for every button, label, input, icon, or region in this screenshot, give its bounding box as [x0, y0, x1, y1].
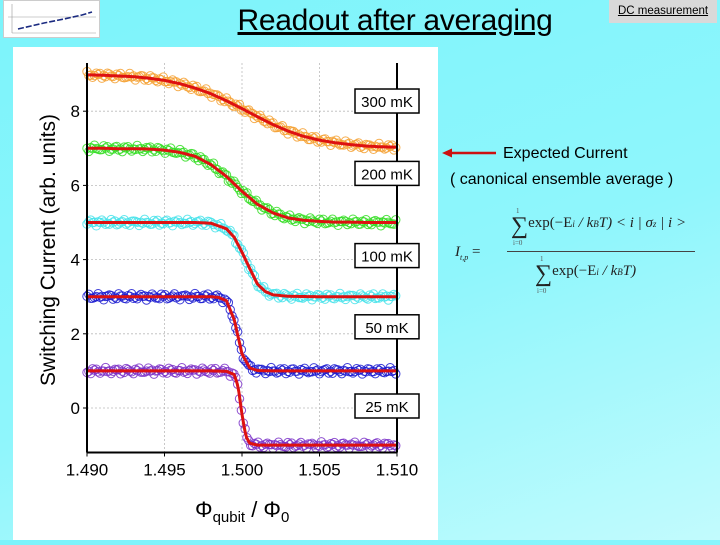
slide-title: Readout after averaging	[237, 4, 553, 37]
data-point	[177, 219, 187, 230]
data-point	[247, 268, 258, 279]
series-label-text: 50 mK	[365, 320, 408, 337]
data-point	[372, 364, 382, 374]
series-label-text: 200 mK	[361, 166, 413, 183]
data-point	[192, 152, 202, 163]
data-point	[329, 364, 340, 374]
series-label-text: 25 mK	[365, 399, 408, 416]
fit-curve-300mk	[86, 73, 398, 149]
data-point	[186, 364, 196, 374]
data-point	[119, 142, 129, 152]
series-label: 50 mK	[354, 314, 420, 340]
canonical-ensemble-label: ( canonical ensemble average )	[450, 171, 674, 188]
fit-curve-25mk	[87, 369, 397, 447]
data-point	[128, 293, 139, 304]
fraction-bar	[507, 251, 695, 252]
series-label: 300 mK	[354, 88, 420, 114]
data-point	[99, 141, 109, 151]
series-label-text: 300 mK	[361, 94, 413, 111]
series-label: 200 mK	[354, 160, 420, 187]
series-label-box	[354, 160, 420, 187]
x-tick-label: 1.500	[221, 461, 264, 480]
x-tick-label: 1.505	[298, 461, 341, 480]
data-point	[205, 159, 215, 169]
thumbnail-chart	[3, 0, 100, 38]
data-point	[255, 282, 265, 292]
data-point	[389, 219, 399, 229]
arrow-left-icon	[442, 148, 496, 158]
data-point	[225, 305, 235, 315]
dc-measurement-button[interactable]: DC measurement	[609, 0, 717, 23]
x-tick-label: 1.510	[376, 461, 419, 480]
y-tick-label: 2	[71, 325, 80, 344]
series-label-box	[354, 242, 420, 269]
series-label-text: 100 mK	[361, 249, 413, 266]
expected-current-label: Expected Current	[503, 145, 628, 162]
formula-denominator: 1 ∑exp(−Ei / kBT) i=0	[535, 255, 637, 295]
data-point	[205, 294, 215, 304]
formula-numerator: 1 ∑exp(−Ei / kBT) < i | σz | i > i=0	[511, 207, 687, 247]
ensemble-formula: It,p = 1 ∑exp(−Ei / kBT) < i | σz | i > …	[455, 205, 700, 300]
data-point	[303, 367, 314, 378]
data-point	[363, 219, 373, 230]
thumbnail-plot	[8, 4, 96, 34]
chart-panel: 1.490 1.495 1.500 1.505 1.510 0 2 4 6 8 300 mK 200 …	[13, 47, 438, 540]
data-point	[221, 296, 232, 306]
fit-curve-50mk	[87, 295, 397, 373]
y-axis-label: Switching Current (arb. units)	[37, 114, 60, 386]
series-label-box	[354, 314, 420, 340]
y-tick-label: 8	[71, 102, 80, 121]
y-tick-label: 6	[71, 176, 80, 195]
data-point	[156, 289, 167, 299]
series-label-box	[354, 88, 420, 114]
y-tick-label: 4	[71, 251, 80, 270]
series-label: 25 mK	[354, 393, 420, 419]
y-tick-label: 0	[71, 399, 80, 418]
data-point	[283, 437, 293, 448]
x-tick-label: 1.495	[143, 461, 186, 480]
x-tick-label: 1.490	[66, 461, 109, 480]
data-point	[87, 364, 98, 374]
series-label-box	[354, 393, 420, 419]
data-point	[391, 215, 401, 225]
data-point	[255, 442, 265, 452]
fit-curve-200mk	[87, 146, 397, 224]
formula-lhs: It,p =	[455, 244, 481, 262]
data-point	[389, 289, 399, 300]
series-label: 100 mK	[354, 242, 420, 269]
x-axis-label: Φqubit / Φ0	[195, 497, 289, 526]
fit-curve-100mk	[87, 221, 397, 299]
data-point	[100, 219, 111, 229]
switching-current-chart: 1.490 1.495 1.500 1.505 1.510 0 2 4 6 8 300 mK 200 …	[37, 62, 420, 526]
data-point	[251, 110, 261, 121]
